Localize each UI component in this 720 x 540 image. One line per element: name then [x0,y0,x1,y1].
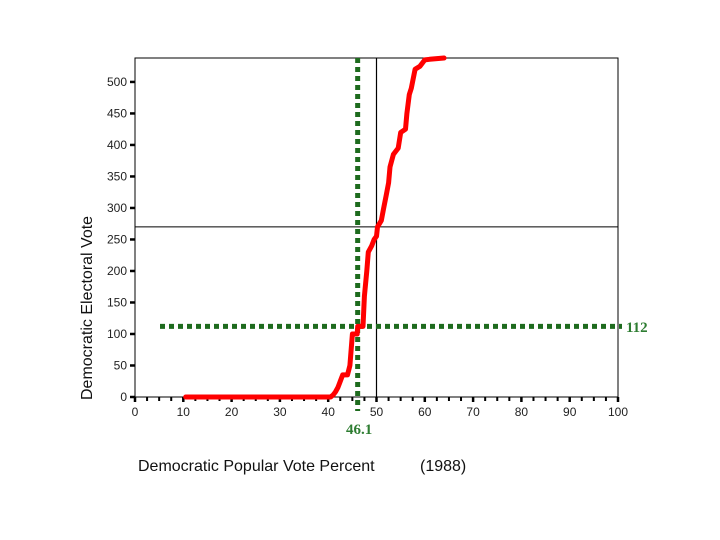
x-tick-label: 0 [132,405,139,419]
y-tick-label: 250 [107,232,127,246]
x-axis: 0 10 20 30 40 50 60 70 80 90 100 [132,397,628,419]
y-tick-label: 350 [107,169,127,183]
y-axis: 0 50 100 150 200 250 300 350 400 450 500 [107,75,135,404]
x-tick-label: 10 [177,405,191,419]
x-tick-label: 40 [322,405,336,419]
x-axis-title-year: (1988) [420,458,466,475]
x-tick-label: 90 [563,405,577,419]
series-line [183,55,447,400]
x-tick-label: 60 [418,405,432,419]
y-tick-label: 50 [114,358,128,372]
y-tick-label: 500 [107,75,127,89]
x-tick-label: 20 [225,405,239,419]
y-tick-label: 150 [107,295,127,309]
y-tick-label: 450 [107,106,127,120]
y-tick-label: 0 [120,390,127,404]
x-tick-label: 80 [515,405,529,419]
y-tick-label: 100 [107,327,127,341]
x-tick-label: 70 [466,405,480,419]
annotation-y-value: 112 [626,320,648,336]
y-tick-label: 400 [107,138,127,152]
x-axis-title: Democratic Popular Vote Percent [138,458,375,475]
y-tick-label: 200 [107,264,127,278]
y-tick-label: 300 [107,201,127,215]
x-tick-label: 100 [608,405,628,419]
x-tick-label: 50 [370,405,384,419]
y-axis-title: Democratic Electoral Vote [79,216,96,400]
x-tick-label: 30 [273,405,287,419]
annotation-x-value: 46.1 [346,422,372,438]
